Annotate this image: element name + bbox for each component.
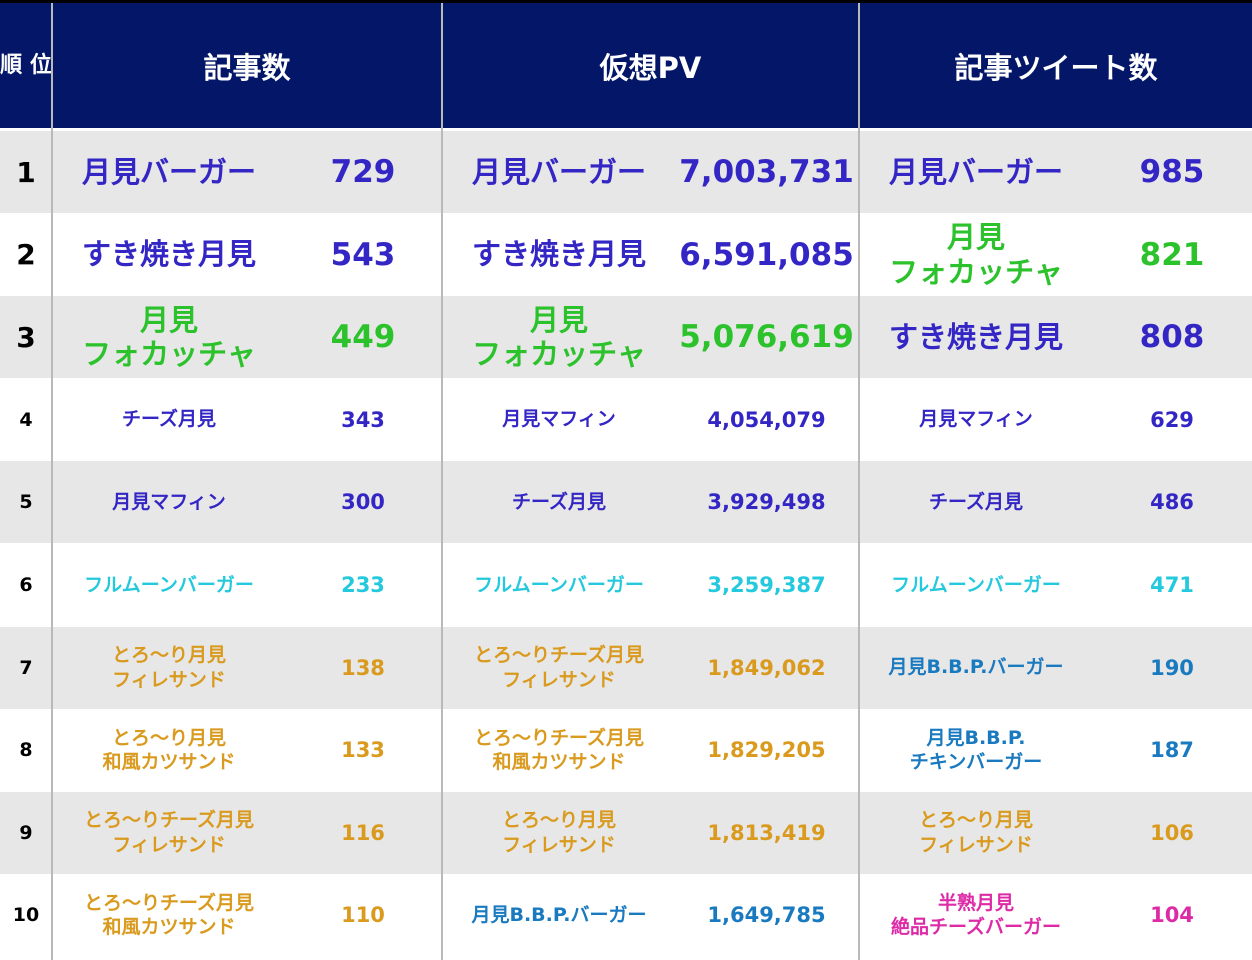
tweet-count-item-name: 月見B.B.P. チキンバーガー [909,726,1043,774]
virtual-pv-value: 5,076,619 [679,319,854,356]
article-count-item-name: 月見 フォカッチャ [82,302,256,372]
tweet-count-value: 808 [1139,319,1205,356]
virtual-pv-item-name: すき焼き月見 [471,237,646,272]
article-count-value: 138 [341,655,385,680]
article-count-value: 233 [341,573,385,597]
article-count-value: 110 [341,903,385,928]
article-count-item-name: とろ～りチーズ月見 和風カツサンド [83,891,255,939]
article-count-value: 116 [341,820,385,845]
article-tweet-count-header: 記事ツイート数 [860,3,1252,128]
article-count-value: 343 [341,407,385,432]
table-row: 6 フルムーンバーガー 233 フルムーンバーガー 3,259,387 フルムーンバーガー… [0,544,1252,626]
table-row: 2 すき焼き月見 543 すき焼き月見 6,591,085 月見 フォカッチャ 821 [0,213,1252,296]
column-divider [441,3,443,960]
rank-cell: 6 [19,574,33,596]
article-count-value: 729 [330,154,396,190]
article-count-item-name: すき焼き月見 [81,237,256,272]
virtual-pv-value: 1,849,062 [707,655,826,680]
tweet-count-value: 985 [1139,154,1205,190]
table-row: 7 とろ～り月見 フィレサンド 138 とろ～りチーズ月見 フィレサンド 1,849,0… [0,626,1252,709]
tweet-count-item-name: 月見B.B.P.バーガー [888,656,1064,679]
virtual-pv-value: 3,259,387 [707,573,826,597]
tweet-count-value: 821 [1139,236,1205,273]
column-divider [51,3,53,960]
rank-cell: 8 [19,739,33,762]
table-row: 5 月見マフィン 300 チーズ月見 3,929,498 チーズ月見 486 [0,461,1252,544]
table-row: 3 月見 フォカッチャ 449 月見 フォカッチャ 5,076,619 すき焼き月見 808 [0,296,1252,379]
virtual-pv-item-name: フルムーンバーガー [474,573,644,596]
tweet-count-item-name: 月見 フォカッチャ [889,220,1063,289]
virtual-pv-value: 1,813,419 [707,820,826,845]
rank-cell: 1 [16,155,36,189]
article-count-value: 133 [341,738,385,763]
tweet-count-item-name: すき焼き月見 [888,320,1063,355]
virtual-pv-item-name: 月見マフィン [502,408,616,431]
virtual-pv-value: 1,649,785 [707,903,826,928]
virtual-pv-value: 1,829,205 [707,738,826,763]
tweet-count-value: 471 [1150,573,1194,597]
tweet-count-value: 104 [1150,903,1194,928]
table-row: 8 とろ～り月見 和風カツサンド 133 とろ～りチーズ月見 和風カツサンド 1,829… [0,709,1252,792]
virtual-pv-item-name: とろ～り月見 フィレサンド [501,809,616,856]
virtual-pv-item-name: 月見B.B.P.バーガー [471,904,647,927]
tweet-count-value: 190 [1150,655,1194,680]
tweet-count-item-name: 月見バーガー [888,154,1063,189]
column-divider [858,3,860,960]
virtual-pv-item-name: 月見バーガー [471,154,646,189]
virtual-pv-value: 3,929,498 [707,490,826,515]
article-count-item-name: とろ～り月見 フィレサンド [111,643,226,691]
virtual-pv-header: 仮想PV [443,3,858,128]
top-border [0,0,1252,3]
tweet-count-value: 106 [1150,820,1194,845]
rank-cell: 9 [19,821,33,844]
virtual-pv-item-name: とろ～りチーズ月見 フィレサンド [473,643,645,691]
rank-cell: 7 [19,656,33,679]
table-row: 4 チーズ月見 343 月見マフィン 4,054,079 月見マフィン 629 [0,378,1252,461]
article-count-item-name: フルムーンバーガー [84,573,254,596]
rank-cell: 5 [19,491,33,514]
article-count-item-name: 月見バーガー [81,154,256,189]
tweet-count-value: 486 [1150,490,1194,515]
rank-cell: 10 [12,904,40,927]
tweet-count-item-name: チーズ月見 [928,491,1024,514]
rank-cell: 3 [16,320,36,354]
tweet-count-value: 187 [1150,738,1194,763]
virtual-pv-value: 4,054,079 [707,407,826,432]
virtual-pv-value: 6,591,085 [679,236,854,273]
article-count-header: 記事数 [53,3,441,128]
tweet-count-item-name: 半熟月見 絶品チーズバーガー [890,891,1062,939]
virtual-pv-item-name: とろ～りチーズ月見 和風カツサンド [473,726,645,774]
rank-cell: 4 [19,408,33,431]
rank-cell: 2 [16,238,36,272]
article-count-item-name: とろ～りチーズ月見 フィレサンド [83,809,255,856]
article-count-value: 300 [341,490,385,515]
virtual-pv-value: 7,003,731 [679,154,854,190]
virtual-pv-item-name: チーズ月見 [511,491,607,514]
rank-header: 順 位 [0,3,52,128]
tweet-count-item-name: とろ～り月見 フィレサンド [918,809,1033,856]
article-count-value: 543 [330,236,396,273]
table-row: 1 月見バーガー 729 月見バーガー 7,003,731 月見バーガー 985 [0,131,1252,213]
tweet-count-value: 629 [1150,407,1194,432]
tweet-count-item-name: 月見マフィン [919,408,1033,431]
article-count-item-name: とろ～り月見 和風カツサンド [102,726,236,774]
article-count-item-name: 月見マフィン [112,491,226,514]
tweet-count-item-name: フルムーンバーガー [891,573,1061,596]
article-count-item-name: チーズ月見 [121,408,217,431]
article-count-value: 449 [330,319,396,356]
virtual-pv-item-name: 月見 フォカッチャ [472,302,646,372]
table-row: 10 とろ～りチーズ月見 和風カツサンド 110 月見B.B.P.バーガー 1,649,… [0,874,1252,957]
table-row: 9 とろ～りチーズ月見 フィレサンド 116 とろ～り月見 フィレサンド 1,813,4… [0,791,1252,874]
